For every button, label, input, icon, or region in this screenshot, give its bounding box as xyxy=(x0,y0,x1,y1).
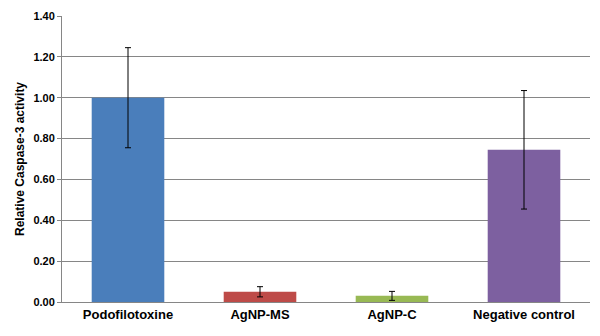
svg-text:0.80: 0.80 xyxy=(33,132,54,144)
svg-text:0.00: 0.00 xyxy=(33,296,54,308)
svg-text:Negative control: Negative control xyxy=(473,307,575,322)
svg-text:Relative Caspase-3 activity: Relative Caspase-3 activity xyxy=(13,82,27,236)
svg-text:AgNP-C: AgNP-C xyxy=(367,307,417,322)
svg-text:1.40: 1.40 xyxy=(33,10,54,22)
svg-text:0.60: 0.60 xyxy=(33,173,54,185)
svg-text:0.20: 0.20 xyxy=(33,255,54,267)
svg-text:1.20: 1.20 xyxy=(33,51,54,63)
svg-text:1.00: 1.00 xyxy=(33,92,54,104)
svg-text:Podofilotoxine: Podofilotoxine xyxy=(83,307,173,322)
svg-text:0.40: 0.40 xyxy=(33,214,54,226)
svg-text:AgNP-MS: AgNP-MS xyxy=(230,307,290,322)
